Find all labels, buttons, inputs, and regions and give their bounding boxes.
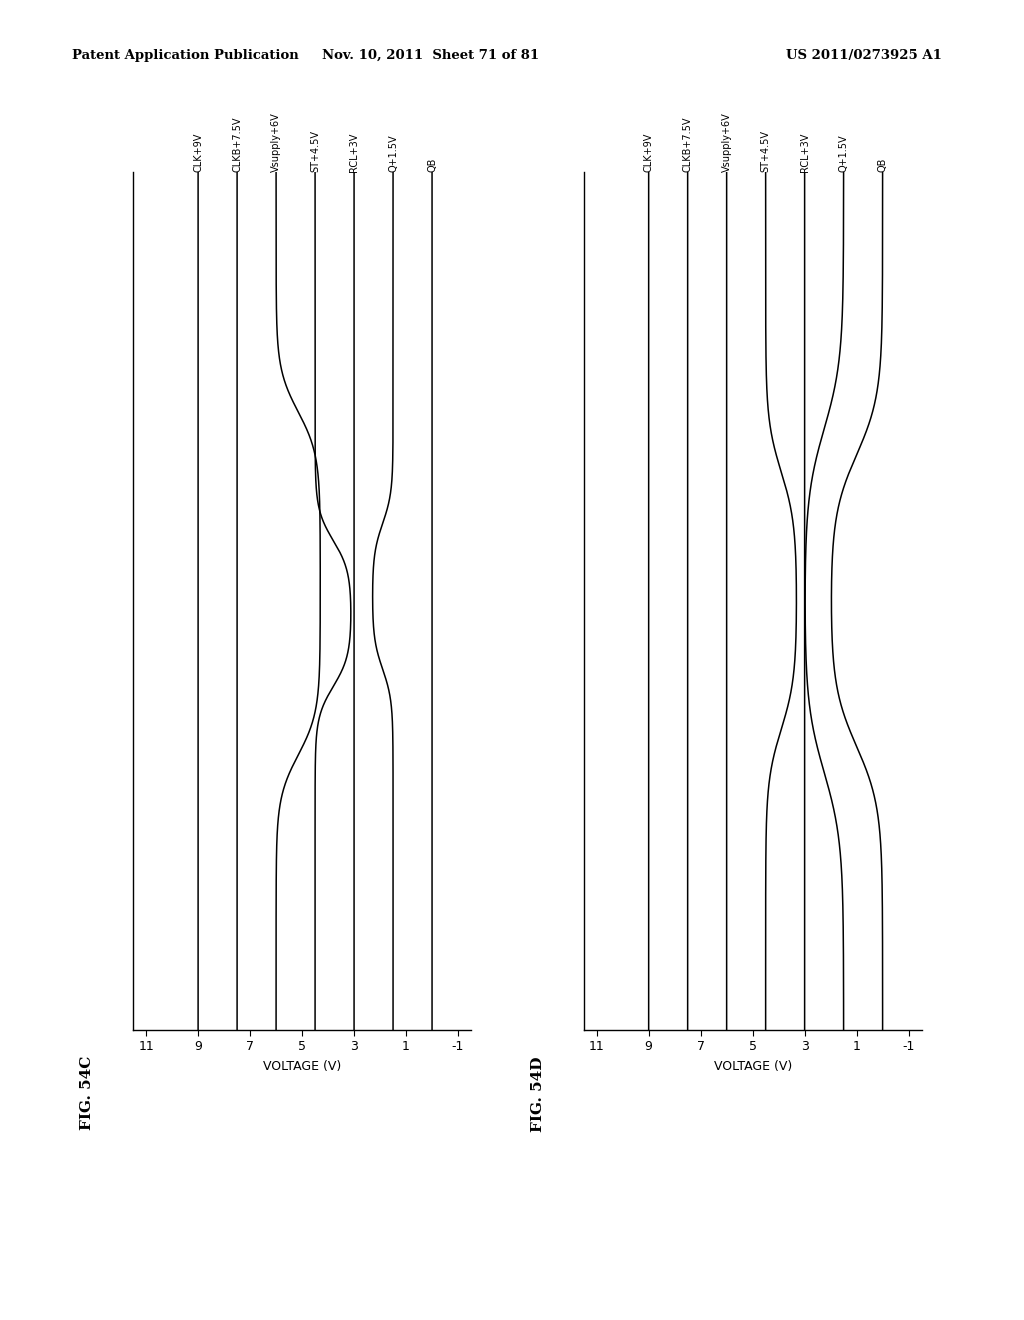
Text: FIG. 54C: FIG. 54C: [80, 1056, 94, 1130]
Text: RCL+3V: RCL+3V: [349, 132, 359, 172]
Text: FIG. 54D: FIG. 54D: [530, 1056, 545, 1131]
Text: Vsupply+6V: Vsupply+6V: [271, 112, 281, 172]
Text: QB: QB: [878, 157, 888, 172]
Text: US 2011/0273925 A1: US 2011/0273925 A1: [786, 49, 942, 62]
X-axis label: VOLTAGE (V): VOLTAGE (V): [714, 1060, 792, 1073]
Text: CLKB+7.5V: CLKB+7.5V: [232, 116, 242, 172]
Text: Vsupply+6V: Vsupply+6V: [722, 112, 731, 172]
Text: ST+4.5V: ST+4.5V: [761, 129, 771, 172]
Text: Patent Application Publication: Patent Application Publication: [72, 49, 298, 62]
Text: CLKB+7.5V: CLKB+7.5V: [683, 116, 692, 172]
Text: QB: QB: [427, 157, 437, 172]
Text: RCL+3V: RCL+3V: [800, 132, 810, 172]
Text: CLK+9V: CLK+9V: [644, 132, 653, 172]
Text: Nov. 10, 2011  Sheet 71 of 81: Nov. 10, 2011 Sheet 71 of 81: [322, 49, 539, 62]
Text: ST+4.5V: ST+4.5V: [310, 129, 321, 172]
Text: CLK+9V: CLK+9V: [194, 132, 203, 172]
X-axis label: VOLTAGE (V): VOLTAGE (V): [263, 1060, 341, 1073]
Text: Q+1.5V: Q+1.5V: [839, 133, 849, 172]
Text: Q+1.5V: Q+1.5V: [388, 133, 398, 172]
